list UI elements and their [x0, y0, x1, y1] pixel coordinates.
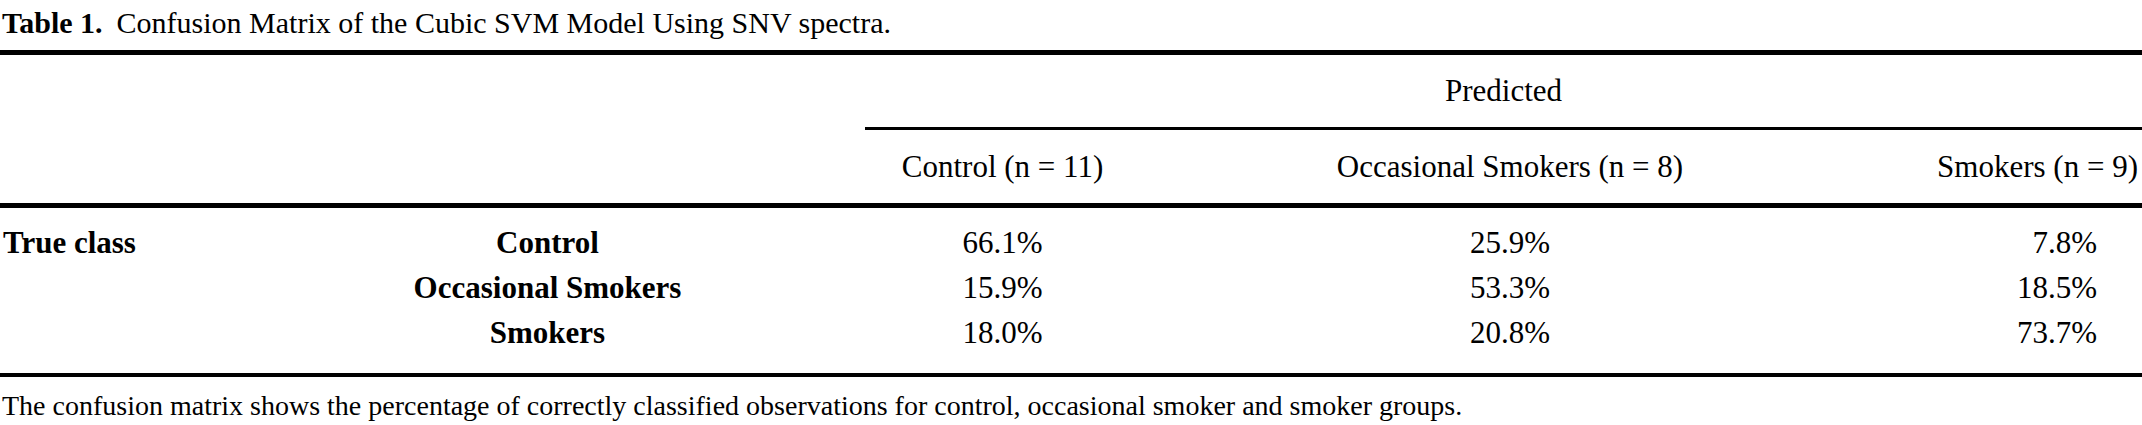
paper-table-figure: Table 1. Confusion Matrix of the Cubic SV… — [0, 0, 2142, 425]
header-spacer — [0, 130, 865, 203]
col-header-control: Control (n = 11) — [865, 130, 1140, 203]
row-label-occasional-smokers: Occasional Smokers — [230, 265, 865, 310]
cell-occasional-control: 15.9% — [865, 265, 1140, 310]
header-spacer — [0, 55, 865, 130]
cell-control-smokers: 7.8% — [1880, 220, 2142, 265]
cell-occasional-occasional: 53.3% — [1140, 265, 1880, 310]
table-caption-text: Confusion Matrix of the Cubic SVM Model … — [117, 6, 891, 39]
row-axis-spacer — [0, 310, 230, 355]
table-footnote: The confusion matrix shows the percentag… — [0, 377, 2142, 422]
predicted-group-header: Predicted — [865, 55, 2142, 130]
cell-smokers-smokers: 73.7% — [1880, 310, 2142, 355]
cell-control-control: 66.1% — [865, 220, 1140, 265]
row-axis-spacer — [0, 265, 230, 310]
row-label-smokers: Smokers — [230, 310, 865, 355]
cell-control-occasional: 25.9% — [1140, 220, 1880, 265]
col-header-occasional-smokers: Occasional Smokers (n = 8) — [1140, 130, 1880, 203]
table-body: True class Control 66.1% 25.9% 7.8% Occa… — [0, 208, 2142, 373]
row-axis-label: True class — [0, 220, 230, 265]
cell-smokers-control: 18.0% — [865, 310, 1140, 355]
cell-smokers-occasional: 20.8% — [1140, 310, 1880, 355]
table-caption-label: Table 1. — [2, 6, 103, 39]
cell-occasional-smokers: 18.5% — [1880, 265, 2142, 310]
table-header: Predicted Control (n = 11) Occasional Sm… — [0, 55, 2142, 203]
table-caption: Table 1. Confusion Matrix of the Cubic SV… — [0, 0, 2142, 50]
row-label-control: Control — [230, 220, 865, 265]
col-header-smokers: Smokers (n = 9) — [1880, 130, 2142, 203]
